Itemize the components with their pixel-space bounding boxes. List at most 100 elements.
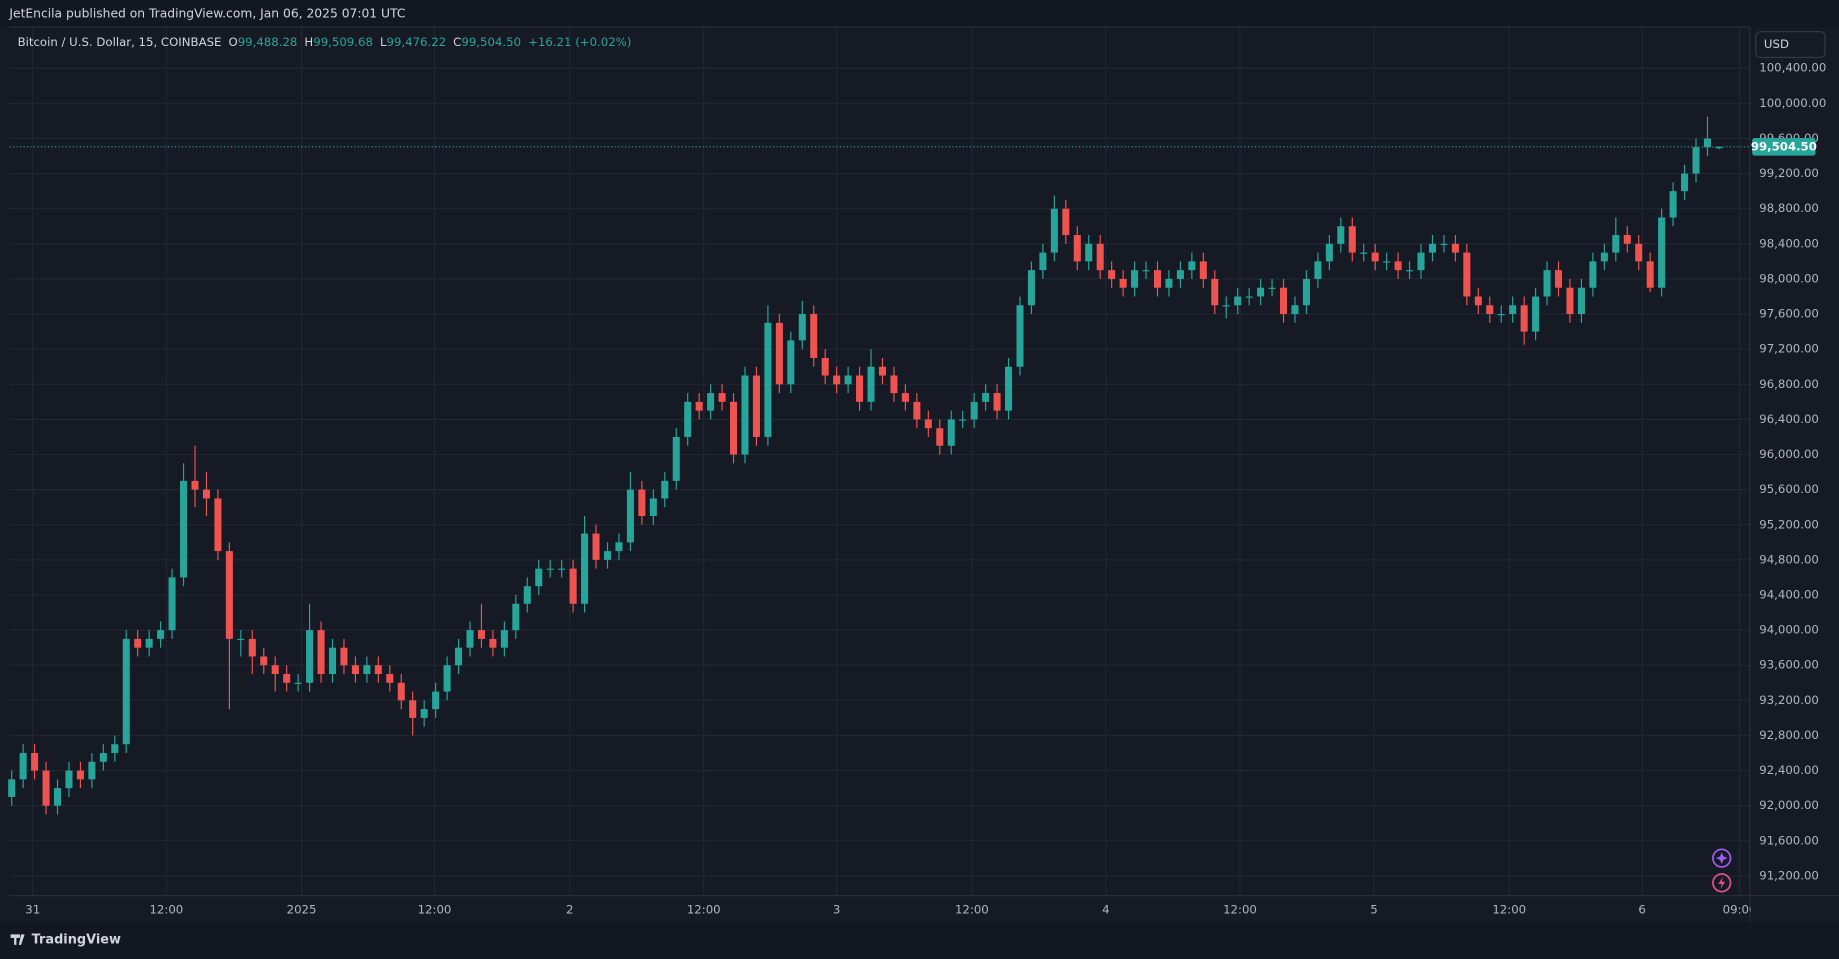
x-tick-label: 12:00 (418, 902, 452, 916)
candle-body (798, 314, 806, 341)
candle-body (225, 551, 233, 639)
candle-body (1497, 314, 1505, 316)
candle-body (1440, 243, 1448, 245)
candle-body (145, 638, 153, 648)
candle-body (1108, 270, 1116, 279)
legend-item: 99,509.68 (313, 35, 373, 49)
candle-body (844, 375, 852, 385)
candle-body (1257, 287, 1265, 297)
x-tick-label: 3 (833, 902, 840, 916)
candle-body (833, 375, 841, 385)
bottom-bar (0, 922, 1839, 959)
candle-body (420, 709, 428, 718)
candle-body (764, 322, 772, 437)
candle-body (1280, 287, 1288, 315)
candle-body (214, 498, 222, 552)
x-tick-label: 6 (1638, 902, 1645, 916)
candle-body (1463, 252, 1471, 297)
y-tick-label: 92,800.00 (1759, 728, 1819, 742)
last-price-label: 99,504.50 (1751, 139, 1817, 153)
candle-body (730, 401, 738, 455)
candle-body (1658, 217, 1666, 288)
candle-body (88, 761, 96, 780)
candle-body (982, 393, 990, 402)
candle-body (856, 375, 864, 402)
y-tick-label: 96,800.00 (1759, 377, 1819, 391)
candle-body (168, 577, 176, 631)
x-tick-label: 12:00 (687, 902, 721, 916)
candle-body (328, 647, 337, 675)
candle-body (1417, 252, 1425, 271)
candle-body (1142, 270, 1150, 272)
candle-body (1085, 243, 1093, 262)
candle-body (1360, 252, 1368, 254)
legend-item: Bitcoin / U.S. Dollar, 15, COINBASE (18, 35, 222, 49)
y-tick-label: 97,200.00 (1759, 342, 1819, 356)
candle-body (913, 401, 921, 420)
candle-body (1131, 270, 1139, 288)
brand-logo (10, 934, 25, 945)
candle-body (53, 788, 62, 806)
candle-body (947, 419, 955, 446)
y-tick-label: 98,400.00 (1759, 236, 1819, 250)
candle-body (695, 401, 703, 411)
y-tick-label: 91,200.00 (1759, 868, 1819, 882)
candle-body (1291, 305, 1299, 315)
candle-body (294, 682, 302, 684)
candle-body (1245, 296, 1253, 298)
candle-body (603, 551, 612, 560)
candle-body (1577, 287, 1585, 315)
x-tick-label: 2025 (287, 902, 317, 916)
candle-body (558, 568, 566, 570)
candle-body (157, 630, 165, 639)
y-tick-label: 100,400.00 (1759, 61, 1826, 75)
candle-body (775, 322, 783, 385)
candle-body (1211, 278, 1219, 306)
candle-body (237, 638, 245, 641)
candle-body (191, 480, 199, 490)
candle-body (340, 647, 348, 666)
candle-body (1612, 235, 1620, 253)
candle-body (351, 665, 359, 675)
candle-body (271, 665, 279, 675)
icon[interactable] (1712, 848, 1732, 868)
currency-button[interactable] (1755, 31, 1826, 59)
candle-body (317, 630, 325, 675)
x-tick-label: 12:00 (149, 902, 183, 916)
x-tick-label: 12:00 (1223, 902, 1257, 916)
candle-body (1715, 146, 1723, 149)
candle-body (1509, 305, 1517, 315)
candle-body (1532, 296, 1540, 332)
candle-body (1428, 243, 1436, 253)
legend-item: O (228, 35, 237, 49)
y-tick-label: 94,400.00 (1759, 587, 1819, 601)
candle-body (111, 744, 119, 754)
icon[interactable] (1712, 873, 1732, 893)
candle-body (1222, 305, 1230, 307)
legend-item: +16.21 (+0.02%) (528, 35, 631, 49)
legend-item: C (453, 35, 461, 49)
y-tick-label: 93,600.00 (1759, 658, 1819, 672)
x-tick-label: 12:00 (955, 902, 989, 916)
candle-body (1073, 235, 1081, 262)
y-tick-label: 96,400.00 (1759, 412, 1819, 426)
candle-body (260, 656, 268, 666)
candle-body (1268, 287, 1276, 289)
legend-item: 99,488.28 (238, 35, 298, 49)
candle-body (397, 682, 405, 701)
candle-body (19, 753, 27, 780)
candle-body (581, 533, 589, 604)
candle-body (1486, 305, 1494, 315)
candle-body (1646, 261, 1654, 288)
candle-body (1062, 208, 1070, 236)
y-tick-label: 100,000.00 (1759, 96, 1826, 110)
candle-body (455, 647, 463, 666)
candle-body (924, 419, 932, 429)
currency[interactable]: USD (1764, 37, 1789, 51)
candle-body (283, 674, 291, 683)
candle-body (752, 375, 760, 437)
candle-body (489, 638, 497, 648)
candle-body (31, 753, 39, 771)
